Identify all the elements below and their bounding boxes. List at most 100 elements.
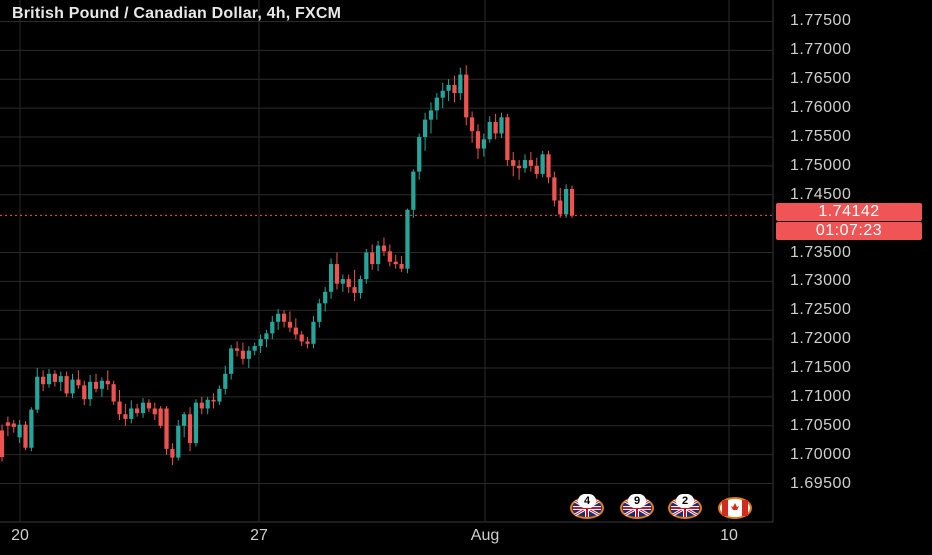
candle-down[interactable] (387, 244, 392, 267)
candle-down[interactable] (305, 336, 310, 349)
symbol-title[interactable]: British Pound / Canadian Dollar, 4h, FXC… (12, 5, 342, 22)
candle-down[interactable] (117, 389, 122, 421)
candle-down[interactable] (187, 407, 193, 452)
candle-down[interactable] (546, 150, 551, 184)
candle-up[interactable] (446, 79, 451, 102)
candle-down[interactable] (505, 113, 510, 166)
candle-up[interactable] (35, 368, 40, 414)
candle-down[interactable] (399, 255, 404, 273)
candle-up[interactable] (328, 258, 334, 299)
candle-up[interactable] (499, 112, 504, 139)
candle-down[interactable] (281, 310, 287, 328)
candle-down[interactable] (469, 111, 475, 143)
candle-up[interactable] (223, 365, 228, 395)
candle-down[interactable] (299, 331, 304, 347)
candle-down[interactable] (111, 380, 116, 405)
candle-up[interactable] (428, 102, 434, 134)
candle-down[interactable] (287, 311, 293, 333)
candle-down[interactable] (135, 403, 140, 417)
candle-down[interactable] (493, 113, 498, 140)
candle-down[interactable] (123, 403, 128, 426)
candle-down[interactable] (5, 416, 10, 437)
candle-up[interactable] (458, 67, 463, 101)
candle-down[interactable] (146, 399, 152, 412)
candle-down[interactable] (41, 370, 46, 392)
candle-up[interactable] (205, 396, 210, 415)
candle-up[interactable] (564, 184, 569, 218)
candle-up[interactable] (487, 116, 492, 143)
candle-down[interactable] (0, 424, 5, 462)
candle-up[interactable] (358, 275, 363, 299)
event-marker[interactable]: 2 (668, 494, 702, 519)
candle-down[interactable] (52, 370, 58, 387)
candle-down[interactable] (211, 393, 216, 409)
event-marker[interactable]: 9 (620, 494, 654, 519)
candle-down[interactable] (352, 269, 357, 302)
candle-up[interactable] (411, 169, 416, 218)
candle-up[interactable] (264, 329, 269, 348)
candle-up[interactable] (323, 287, 328, 312)
candle-down[interactable] (528, 151, 533, 172)
candle-down[interactable] (158, 406, 163, 429)
candle-up[interactable] (258, 334, 263, 354)
candle-down[interactable] (569, 185, 575, 218)
event-marker[interactable]: 4 (570, 494, 604, 519)
candle-down[interactable] (511, 151, 516, 177)
candle-down[interactable] (82, 380, 87, 405)
candle-up[interactable] (434, 93, 439, 120)
candle-up[interactable] (422, 112, 428, 151)
candle-down[interactable] (93, 373, 99, 393)
candle-down[interactable] (240, 342, 246, 365)
candle-up[interactable] (522, 154, 528, 173)
candle-down[interactable] (64, 371, 69, 397)
candle-up[interactable] (182, 411, 187, 438)
candle-up[interactable] (276, 309, 281, 330)
candle-up[interactable] (317, 298, 322, 328)
candle-down[interactable] (552, 171, 557, 207)
candle-up[interactable] (311, 316, 316, 349)
candle-up[interactable] (88, 374, 93, 407)
candle-down[interactable] (370, 244, 375, 270)
candle-up[interactable] (217, 385, 222, 405)
candle-up[interactable] (140, 398, 146, 418)
candle-down[interactable] (516, 160, 522, 180)
candle-down[interactable] (164, 406, 169, 455)
candle-down[interactable] (346, 274, 351, 293)
event-marker[interactable] (718, 497, 752, 519)
candle-up[interactable] (176, 420, 181, 461)
candle-up[interactable] (375, 240, 381, 271)
candle-down[interactable] (534, 157, 539, 179)
candle-down[interactable] (152, 402, 157, 421)
candle-up[interactable] (17, 420, 22, 444)
candle-down[interactable] (293, 318, 298, 340)
candle-up[interactable] (193, 399, 199, 447)
candle-up[interactable] (246, 346, 251, 369)
candle-down[interactable] (11, 420, 16, 433)
candle-up[interactable] (340, 274, 345, 292)
candle-down[interactable] (381, 237, 387, 256)
candle-up[interactable] (540, 150, 545, 178)
candle-down[interactable] (464, 65, 469, 126)
candle-up[interactable] (440, 82, 445, 109)
candle-up[interactable] (229, 344, 234, 380)
candle-up[interactable] (417, 133, 422, 180)
candle-down[interactable] (23, 421, 28, 451)
candle-up[interactable] (70, 373, 75, 399)
candle-down[interactable] (558, 187, 563, 218)
candle-up[interactable] (270, 316, 275, 340)
candle-down[interactable] (105, 370, 110, 390)
candle-up[interactable] (364, 249, 369, 284)
candle-down[interactable] (170, 443, 175, 466)
candle-down[interactable] (334, 252, 340, 290)
candle-up[interactable] (129, 400, 134, 424)
candle-down[interactable] (393, 254, 398, 269)
candle-down[interactable] (234, 341, 240, 357)
candle-down[interactable] (452, 75, 457, 103)
candle-up[interactable] (58, 371, 63, 392)
candle-up[interactable] (481, 133, 486, 157)
candle-up[interactable] (405, 208, 410, 274)
candle-down[interactable] (475, 124, 481, 159)
candles-group[interactable] (0, 65, 575, 466)
